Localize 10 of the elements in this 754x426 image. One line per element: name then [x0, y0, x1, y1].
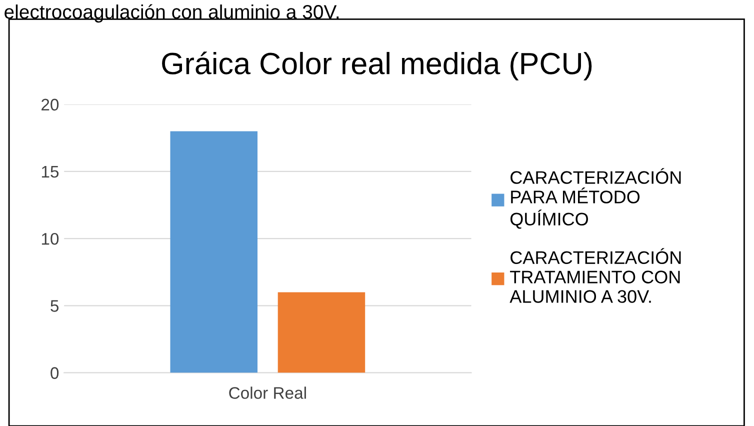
y-tick-label: 15 — [42, 166, 59, 178]
y-tick-label: 5 — [50, 300, 59, 312]
text: electrocoagulación con aluminio a 30V. — [4, 4, 339, 23]
x-tick-label: Color Real — [229, 386, 306, 399]
y-tick-label: 10 — [42, 232, 59, 245]
y-tick-label: 0 — [50, 367, 59, 379]
y-tick-label: 20 — [42, 98, 59, 111]
chart-title: Gráica Color real medida (PCU) — [162, 52, 592, 80]
legend-label: CARACTERIZACIÓN TRATAMIENTO CON ALUMINIO A 30V. — [510, 248, 681, 303]
legend-label: CARACTERIZACIÓN PARA MÉTODO QUÍMICO — [510, 168, 681, 229]
